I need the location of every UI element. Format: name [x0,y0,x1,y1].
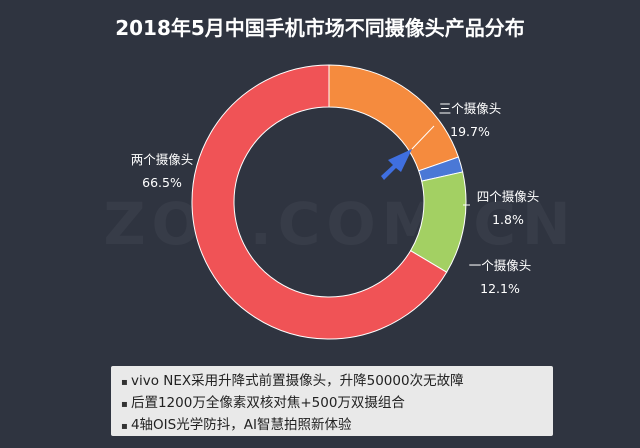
slice-value-label: 19.7% [450,124,490,139]
note-item: 后置1200万全像素双核对焦+500万双摄组合 [121,393,543,415]
slice-category-label: 一个摄像头 [469,258,532,273]
chart-title: 2018年5月中国手机市场不同摄像头产品分布 [115,16,525,40]
watermark: ZOL.COM.CN [60,190,620,258]
note-item: 4轴OIS光学防抖，AI智慧拍照新体验 [121,415,543,437]
slice-category-label: 两个摄像头 [131,152,194,167]
slice-value-label: 12.1% [480,281,520,296]
slice-value-label: 1.8% [492,212,524,227]
arrow-icon [381,125,435,180]
donut-slice [191,64,448,340]
slice-value-label: 66.5% [142,175,182,190]
leader-line [411,125,435,150]
arrow-shape [381,149,412,180]
donut-slice [328,64,460,172]
slice-category-label: 三个摄像头 [439,101,502,116]
note-item: vivo NEX采用升降式前置摄像头，升降50000次无故障 [121,371,543,393]
feature-notes: vivo NEX采用升降式前置摄像头，升降50000次无故障 后置1200万全像… [111,366,553,436]
slice-category-label: 四个摄像头 [477,189,540,204]
